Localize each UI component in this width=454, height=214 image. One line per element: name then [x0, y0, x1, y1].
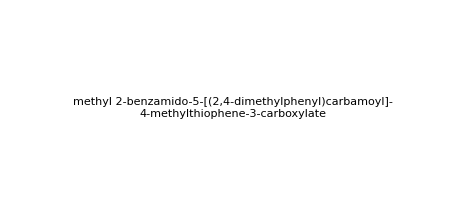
Text: methyl 2-benzamido-5-[(2,4-dimethylphenyl)carbamoyl]-
4-methylthiophene-3-carbox: methyl 2-benzamido-5-[(2,4-dimethylpheny…: [73, 97, 393, 119]
